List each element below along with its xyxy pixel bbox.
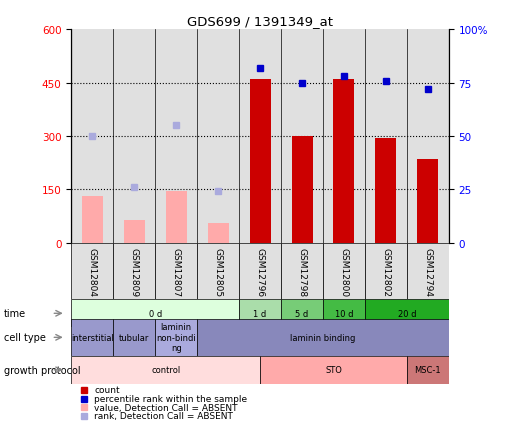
Text: GSM12809: GSM12809 [130, 247, 138, 296]
Bar [280, 299, 322, 328]
Bar [71, 356, 260, 384]
Text: tubular: tubular [119, 333, 149, 342]
Bar [322, 243, 364, 299]
Text: interstitial: interstitial [71, 333, 114, 342]
Bar [113, 30, 155, 243]
Bar [155, 319, 197, 356]
Text: time: time [4, 309, 25, 319]
Text: 10 d: 10 d [334, 309, 353, 318]
Bar [364, 30, 406, 243]
Text: GSM12798: GSM12798 [297, 247, 306, 296]
Text: rank, Detection Call = ABSENT: rank, Detection Call = ABSENT [94, 411, 233, 421]
Bar [113, 243, 155, 299]
Text: 5 d: 5 d [295, 309, 308, 318]
Bar [322, 299, 364, 328]
Text: cell type: cell type [4, 332, 45, 342]
Bar [260, 356, 406, 384]
Text: GSM12796: GSM12796 [255, 247, 264, 296]
Bar [364, 299, 448, 328]
Bar [375, 138, 395, 243]
Bar [82, 197, 103, 243]
Text: laminin
non-bindi
ng: laminin non-bindi ng [156, 322, 196, 352]
Bar [71, 243, 113, 299]
Text: GSM12804: GSM12804 [88, 247, 97, 296]
Bar [406, 30, 448, 243]
Text: STO: STO [324, 365, 341, 375]
Bar [239, 243, 280, 299]
Bar [207, 224, 228, 243]
Text: count: count [94, 385, 120, 395]
Text: growth protocol: growth protocol [4, 365, 80, 375]
Bar [280, 243, 322, 299]
Bar [280, 30, 322, 243]
Bar [155, 30, 197, 243]
Bar [71, 299, 239, 328]
Text: GSM12794: GSM12794 [422, 247, 432, 296]
Bar [333, 80, 354, 243]
Bar [249, 80, 270, 243]
Text: MSC-1: MSC-1 [414, 365, 440, 375]
Text: percentile rank within the sample: percentile rank within the sample [94, 394, 247, 403]
Bar [406, 356, 448, 384]
Bar [197, 319, 448, 356]
Text: 20 d: 20 d [397, 309, 415, 318]
Bar [124, 220, 145, 243]
Bar [113, 319, 155, 356]
Bar [197, 243, 239, 299]
Bar [364, 243, 406, 299]
Bar [71, 319, 113, 356]
Bar [155, 243, 197, 299]
Bar [71, 30, 113, 243]
Text: GSM12805: GSM12805 [213, 247, 222, 296]
Text: value, Detection Call = ABSENT: value, Detection Call = ABSENT [94, 403, 237, 412]
Bar [239, 30, 280, 243]
Text: laminin binding: laminin binding [290, 333, 355, 342]
Bar [291, 137, 312, 243]
Text: GSM12807: GSM12807 [172, 247, 180, 296]
Bar [406, 243, 448, 299]
Bar [416, 160, 437, 243]
Bar [197, 30, 239, 243]
Text: 1 d: 1 d [253, 309, 266, 318]
Text: control: control [151, 365, 180, 375]
Bar [165, 192, 186, 243]
Bar [322, 30, 364, 243]
Text: GSM12800: GSM12800 [339, 247, 348, 296]
Text: 0 d: 0 d [148, 309, 161, 318]
Bar [239, 299, 280, 328]
Title: GDS699 / 1391349_at: GDS699 / 1391349_at [187, 15, 332, 28]
Text: GSM12802: GSM12802 [381, 247, 389, 296]
